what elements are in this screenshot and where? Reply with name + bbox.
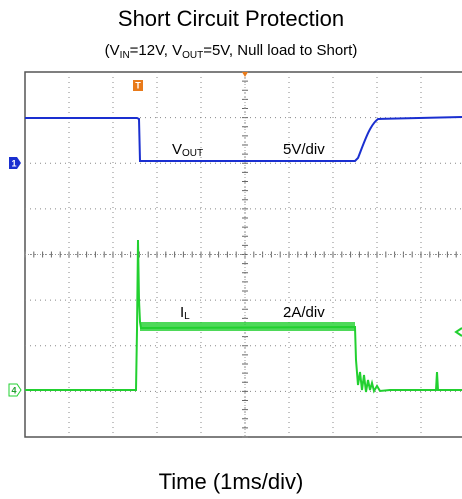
ch4-marker-label: 4 [11, 385, 16, 395]
il-scale: 2A/div [283, 304, 325, 321]
vout-scale: 5V/div [283, 141, 325, 158]
il-trace [25, 239, 462, 394]
trigger-marker [133, 80, 143, 91]
vout-trace [25, 116, 462, 162]
offscreen-arrow [454, 327, 462, 337]
ch1-marker-label: 1 [11, 158, 16, 168]
x-axis-label: Time (1ms/div) [159, 469, 304, 494]
title: Short Circuit Protection [118, 6, 344, 31]
ch1-marker [9, 157, 21, 169]
vout-label: VOUT [172, 141, 203, 159]
subtitle: (VIN=12V, VOUT=5V, Null load to Short) [105, 42, 358, 61]
il-noise-band [140, 322, 355, 331]
scope-screen [24, 71, 462, 438]
grid [24, 71, 462, 438]
trigger-marker-label: T [135, 80, 141, 90]
il-label: IL [180, 304, 190, 322]
ch4-marker [8, 383, 22, 397]
trigger-position [242, 72, 248, 77]
